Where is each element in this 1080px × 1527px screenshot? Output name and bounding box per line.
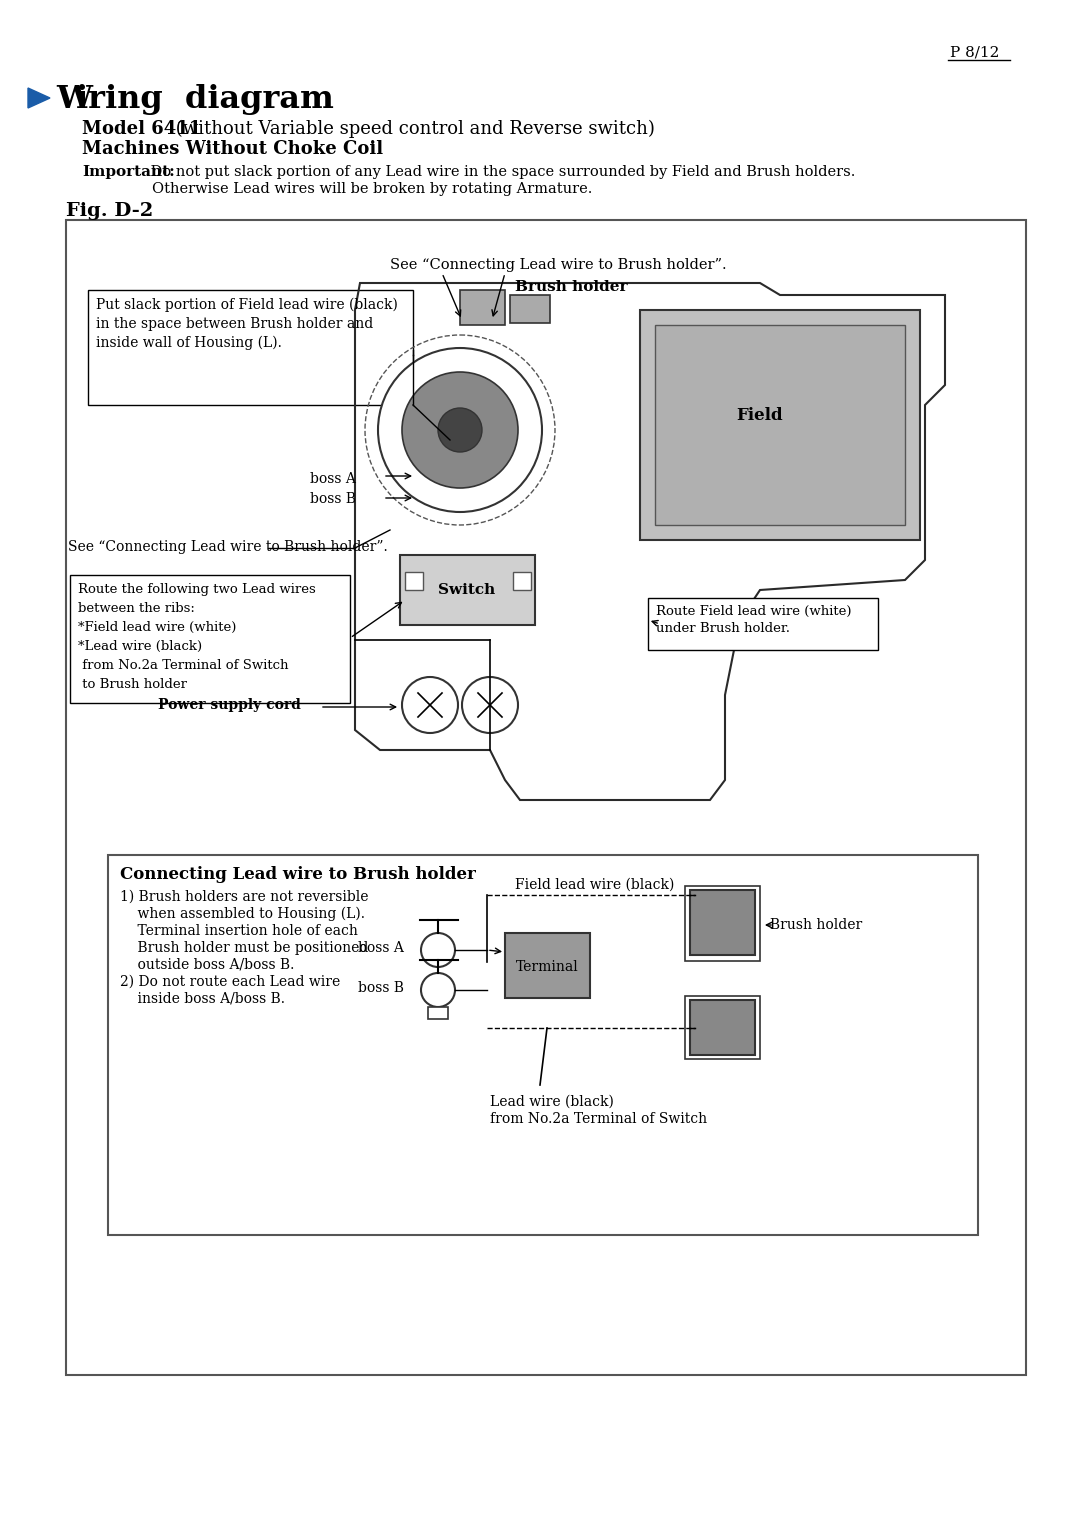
Text: See “Connecting Lead wire to Brush holder”.: See “Connecting Lead wire to Brush holde…	[68, 541, 388, 554]
Circle shape	[421, 973, 455, 1006]
Text: Otherwise Lead wires will be broken by rotating Armature.: Otherwise Lead wires will be broken by r…	[152, 182, 592, 195]
Text: Power supply cord: Power supply cord	[158, 698, 301, 712]
Circle shape	[402, 373, 518, 489]
Text: *Lead wire (black): *Lead wire (black)	[78, 640, 202, 654]
Circle shape	[462, 676, 518, 733]
Bar	[685, 996, 760, 1060]
Text: Connecting Lead wire to Brush holder: Connecting Lead wire to Brush holder	[120, 866, 476, 883]
Text: *Field lead wire (white): *Field lead wire (white)	[78, 621, 237, 634]
Bar	[505, 933, 590, 999]
Text: Brush holder: Brush holder	[770, 918, 862, 931]
Bar	[690, 1000, 755, 1055]
Bar	[510, 295, 550, 324]
Bar	[70, 576, 350, 702]
Text: W: W	[56, 84, 92, 115]
Text: between the ribs:: between the ribs:	[78, 602, 194, 615]
Text: Put slack portion of Field lead wire (black): Put slack portion of Field lead wire (bl…	[96, 298, 397, 313]
Text: inside boss A/boss B.: inside boss A/boss B.	[120, 993, 285, 1006]
Text: to Brush holder: to Brush holder	[78, 678, 187, 692]
Text: Lead wire (black): Lead wire (black)	[490, 1095, 613, 1109]
Text: outside boss A/boss B.: outside boss A/boss B.	[120, 957, 295, 973]
Text: from No.2a Terminal of Switch: from No.2a Terminal of Switch	[490, 1112, 707, 1125]
Text: Model 6411: Model 6411	[82, 121, 201, 137]
Text: under Brush holder.: under Brush holder.	[656, 621, 789, 635]
Circle shape	[402, 676, 458, 733]
Text: 1) Brush holders are not reversible: 1) Brush holders are not reversible	[120, 890, 368, 904]
Text: in the space between Brush holder and: in the space between Brush holder and	[96, 318, 374, 331]
Bar	[108, 855, 978, 1235]
Bar	[640, 310, 920, 541]
Circle shape	[421, 933, 455, 967]
Bar	[405, 573, 423, 589]
Text: boss B: boss B	[357, 980, 404, 996]
Bar	[87, 290, 413, 405]
Text: when assembled to Housing (L).: when assembled to Housing (L).	[120, 907, 365, 921]
Text: boss A: boss A	[310, 472, 356, 486]
Text: iring  diagram: iring diagram	[76, 84, 334, 115]
Bar	[428, 1006, 448, 1019]
Text: Terminal: Terminal	[515, 960, 579, 974]
Text: from No.2a Terminal of Switch: from No.2a Terminal of Switch	[78, 660, 288, 672]
Text: Field lead wire (black): Field lead wire (black)	[515, 878, 674, 892]
Text: Route the following two Lead wires: Route the following two Lead wires	[78, 583, 315, 596]
Bar	[460, 290, 505, 325]
Text: Brush holder must be positioned: Brush holder must be positioned	[120, 941, 368, 954]
Text: 2) Do not route each Lead wire: 2) Do not route each Lead wire	[120, 976, 340, 989]
Text: (without Variable speed control and Reverse switch): (without Variable speed control and Reve…	[170, 121, 654, 139]
Text: Brush holder: Brush holder	[515, 279, 627, 295]
Bar	[400, 554, 535, 625]
Bar	[685, 886, 760, 960]
Bar	[690, 890, 755, 954]
Bar	[66, 220, 1026, 1374]
Circle shape	[378, 348, 542, 512]
Text: Route Field lead wire (white): Route Field lead wire (white)	[656, 605, 851, 618]
Polygon shape	[28, 89, 50, 108]
Text: Fig. D-2: Fig. D-2	[66, 202, 153, 220]
Bar	[654, 325, 905, 525]
Text: Field: Field	[737, 406, 783, 423]
Circle shape	[438, 408, 482, 452]
Text: Machines Without Choke Coil: Machines Without Choke Coil	[82, 140, 383, 157]
Text: See “Connecting Lead wire to Brush holder”.: See “Connecting Lead wire to Brush holde…	[390, 258, 727, 272]
Text: boss A: boss A	[357, 941, 404, 954]
Text: Terminal insertion hole of each: Terminal insertion hole of each	[120, 924, 357, 938]
Bar	[648, 599, 878, 651]
Text: Do not put slack portion of any Lead wire in the space surrounded by Field and B: Do not put slack portion of any Lead wir…	[146, 165, 855, 179]
Text: boss B: boss B	[310, 492, 356, 505]
Text: P 8/12: P 8/12	[950, 44, 999, 60]
Bar	[513, 573, 531, 589]
Text: Switch: Switch	[438, 583, 496, 597]
Text: inside wall of Housing (L).: inside wall of Housing (L).	[96, 336, 282, 350]
Text: Important:: Important:	[82, 165, 175, 179]
